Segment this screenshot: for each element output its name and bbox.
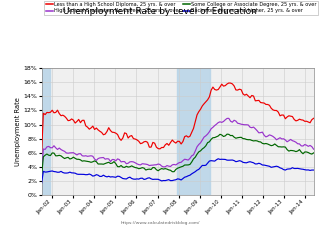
Legend: Less than a High School Diploma, 25 yrs. & over, High School Graduates, No Colle: Less than a High School Diploma, 25 yrs.… — [44, 1, 318, 15]
Bar — [177, 68, 210, 195]
Bar — [36, 68, 51, 195]
Text: https://www.calculatedriskblog.com/: https://www.calculatedriskblog.com/ — [120, 221, 200, 225]
Y-axis label: Unemployment Rate: Unemployment Rate — [15, 97, 21, 166]
Text: Unemployment Rate by Level of Education: Unemployment Rate by Level of Education — [63, 7, 257, 16]
